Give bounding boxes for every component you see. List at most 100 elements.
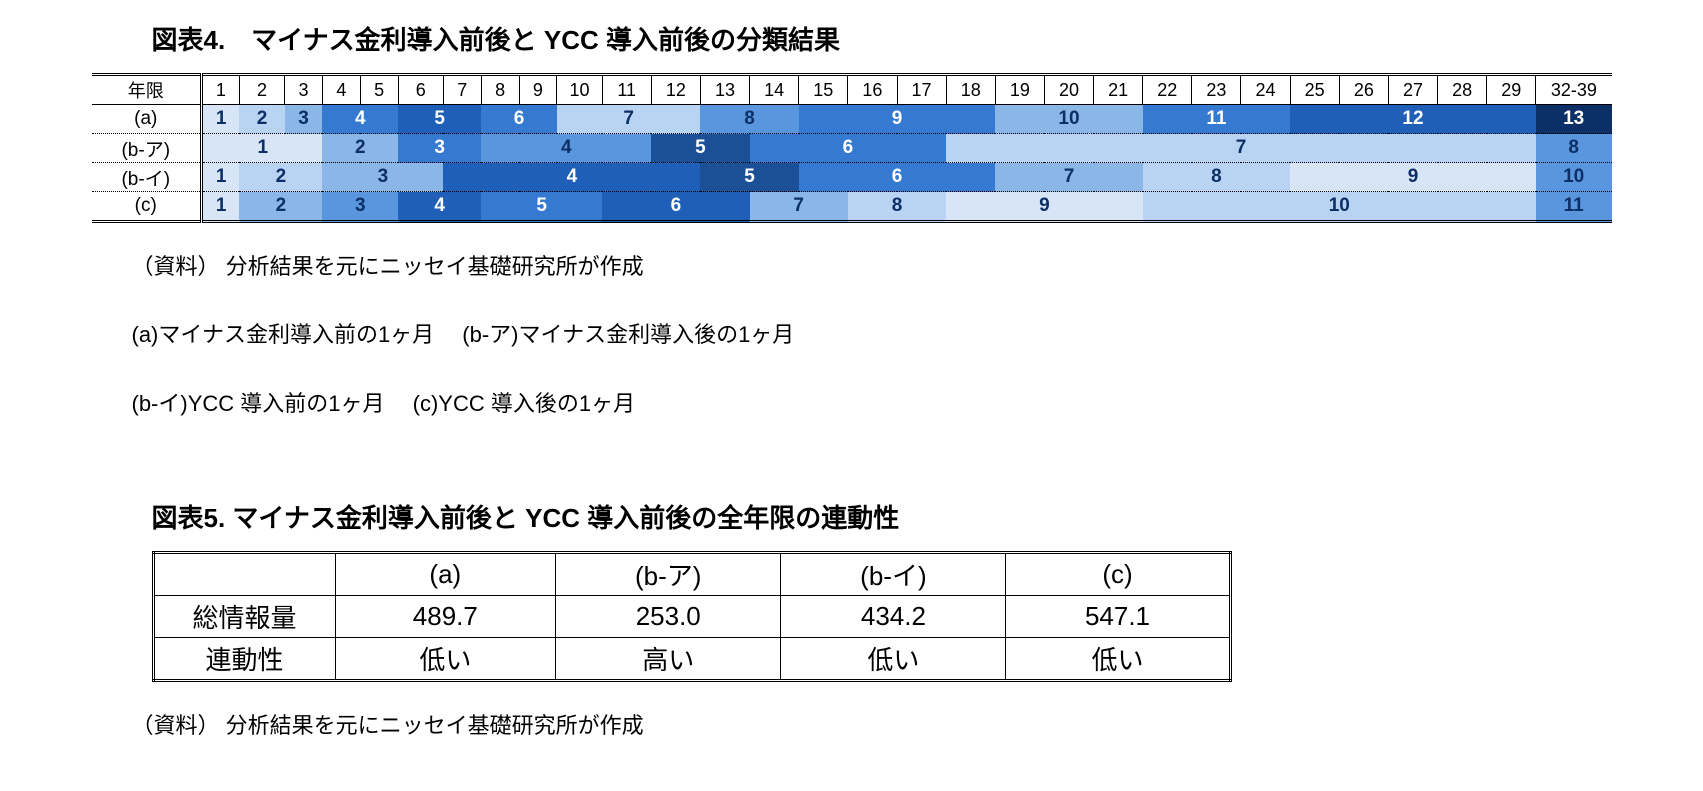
- fig4-cell: 9: [946, 192, 1143, 222]
- fig4-cell: 7: [995, 163, 1142, 192]
- fig4-col-header: 27: [1388, 75, 1437, 105]
- fig4-col-header: 22: [1143, 75, 1192, 105]
- fig4-col-header: 5: [360, 75, 398, 105]
- fig4-col-header: 11: [602, 75, 651, 105]
- fig4-row-label: (a): [92, 105, 202, 134]
- fig4-cell: 11: [1536, 192, 1612, 222]
- fig4-cell: 3: [398, 134, 481, 163]
- fig4-col-header: 14: [750, 75, 799, 105]
- fig4-col-header: 15: [799, 75, 848, 105]
- fig4-table: 年限12345678910111213141516171819202122232…: [92, 73, 1612, 223]
- fig4-col-header: 8: [481, 75, 519, 105]
- fig5-cell: 489.7: [335, 596, 556, 638]
- fig5-col-header: (c): [1006, 553, 1230, 596]
- fig4-cell: 2: [239, 163, 322, 192]
- fig5-cell: 低い: [1006, 638, 1230, 681]
- fig5-cell: 低い: [335, 638, 556, 681]
- fig4-cell: 4: [398, 192, 481, 222]
- fig4-col-header: 17: [897, 75, 946, 105]
- fig4-col-header: 24: [1241, 75, 1290, 105]
- fig4-cell: 4: [322, 105, 398, 134]
- fig4-cell: 10: [1536, 163, 1612, 192]
- fig4-cell: 7: [750, 192, 848, 222]
- fig4-row-label: (b-イ): [92, 163, 202, 192]
- page-wrap: 図表4. マイナス金利導入前後と YCC 導入前後の分類結果 年限1234567…: [92, 20, 1612, 751]
- fig4-col-header: 26: [1339, 75, 1388, 105]
- fig4-cell: 12: [1290, 105, 1536, 134]
- fig4-col-header: 29: [1487, 75, 1536, 105]
- fig4-col-header: 4: [322, 75, 360, 105]
- fig4-cell: 6: [799, 163, 996, 192]
- fig4-cell: 6: [602, 192, 749, 222]
- fig4-row-label: (c): [92, 192, 202, 222]
- fig4-cell: 6: [481, 105, 557, 134]
- fig5-cell: 高い: [556, 638, 781, 681]
- fig4-cell: 3: [322, 163, 443, 192]
- fig4-cell: 9: [799, 105, 996, 134]
- fig4-cell: 5: [481, 192, 602, 222]
- fig4-cell: 13: [1536, 105, 1612, 134]
- fig5-table: (a)(b-ア)(b-イ)(c) 総情報量489.7253.0434.2547.1…: [152, 551, 1232, 682]
- fig5-empty-header: [153, 553, 335, 596]
- fig4-title: 図表4. マイナス金利導入前後と YCC 導入前後の分類結果: [152, 20, 1612, 57]
- fig4-col-header: 7: [443, 75, 481, 105]
- fig4-col-header: 32-39: [1536, 75, 1612, 105]
- fig4-col-header: 6: [398, 75, 443, 105]
- fig4-col-header: 16: [848, 75, 897, 105]
- fig4-col-header: 21: [1094, 75, 1143, 105]
- fig4-cell: 4: [481, 134, 651, 163]
- fig4-cell: 5: [398, 105, 481, 134]
- fig4-cell: 8: [848, 192, 946, 222]
- fig5-note: （資料） 分析結果を元にニッセイ基礎研究所が作成: [132, 702, 1612, 750]
- fig4-cell: 7: [946, 134, 1536, 163]
- fig4-cell: 5: [700, 163, 798, 192]
- fig5-cell: 253.0: [556, 596, 781, 638]
- fig4-cell: 10: [995, 105, 1142, 134]
- fig5-col-header: (b-ア): [556, 553, 781, 596]
- fig4-note-0: （資料） 分析結果を元にニッセイ基礎研究所が作成: [132, 243, 1612, 291]
- fig4-col-header: 12: [651, 75, 700, 105]
- fig4-cell: 11: [1143, 105, 1290, 134]
- fig4-col-header: 23: [1192, 75, 1241, 105]
- fig4-col-header: 10: [557, 75, 602, 105]
- fig5-cell: 低い: [781, 638, 1006, 681]
- fig4-col-header: 19: [995, 75, 1044, 105]
- fig4-cell: 4: [443, 163, 700, 192]
- fig4-cell: 10: [1143, 192, 1536, 222]
- fig4-cell: 3: [285, 105, 323, 134]
- fig5-title: 図表5. マイナス金利導入前後と YCC 導入前後の全年限の連動性: [152, 498, 1612, 535]
- fig4-col-header: 20: [1044, 75, 1093, 105]
- fig4-cell: 1: [202, 163, 240, 192]
- fig4-col-header: 13: [700, 75, 749, 105]
- fig4-note-2: (b-イ)YCC 導入前の1ヶ月 (c)YCC 導入後の1ヶ月: [132, 380, 1612, 428]
- fig4-cell: 8: [700, 105, 798, 134]
- fig4-col-header: 18: [946, 75, 995, 105]
- fig4-cell: 8: [1536, 134, 1612, 163]
- fig4-cell: 5: [651, 134, 749, 163]
- fig4-cell: 8: [1143, 163, 1290, 192]
- fig5-row-label: 連動性: [153, 638, 335, 681]
- fig4-col-header: 25: [1290, 75, 1339, 105]
- fig4-cell: 2: [322, 134, 398, 163]
- fig4-row-label: (b-ア): [92, 134, 202, 163]
- fig4-note-1: (a)マイナス金利導入前の1ヶ月 (b-ア)マイナス金利導入後の1ヶ月: [132, 311, 1612, 359]
- fig5-cell: 547.1: [1006, 596, 1230, 638]
- fig4-cell: 1: [202, 192, 240, 222]
- fig4-col-header: 9: [519, 75, 557, 105]
- fig4-cell: 7: [557, 105, 701, 134]
- fig4-cell: 6: [750, 134, 947, 163]
- fig4-col-header: 28: [1438, 75, 1487, 105]
- fig4-rowhead-label: 年限: [92, 75, 202, 105]
- fig4-cell: 1: [202, 105, 240, 134]
- fig4-cell: 9: [1290, 163, 1536, 192]
- fig4-cell: 2: [239, 105, 284, 134]
- fig5-col-header: (a): [335, 553, 556, 596]
- fig5-row-label: 総情報量: [153, 596, 335, 638]
- fig4-col-header: 1: [202, 75, 240, 105]
- fig5-cell: 434.2: [781, 596, 1006, 638]
- fig4-col-header: 2: [239, 75, 284, 105]
- fig5-col-header: (b-イ): [781, 553, 1006, 596]
- fig4-cell: 3: [322, 192, 398, 222]
- fig4-cell: 1: [202, 134, 323, 163]
- fig4-cell: 2: [239, 192, 322, 222]
